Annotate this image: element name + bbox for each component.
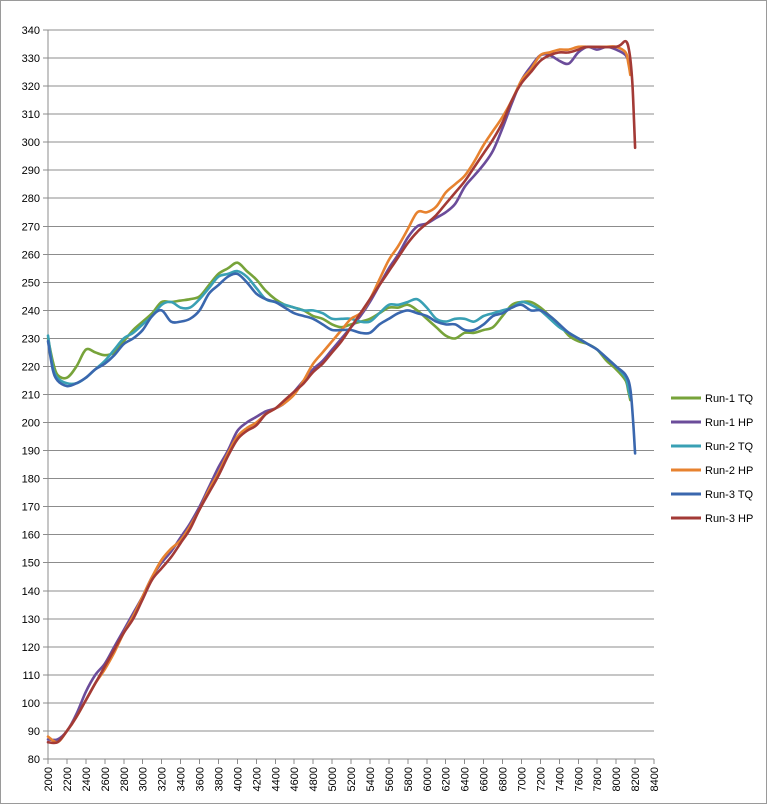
legend-label: Run-2 HP xyxy=(705,465,753,477)
legend-label: Run-3 HP xyxy=(705,513,753,525)
x-tick-labels: 2000 2200 2400 2600 2800 3000 3200 3400 3600 3800… xyxy=(43,767,661,791)
x-tick-label: 2200 xyxy=(62,767,74,791)
y-tick-label: 190 xyxy=(22,446,40,458)
legend-label: Run-1 TQ xyxy=(705,393,754,405)
y-tick-label: 80 xyxy=(28,754,40,766)
y-tick-label: 340 xyxy=(22,25,40,37)
x-tick-label: 7800 xyxy=(592,767,604,791)
legend-label: Run-2 TQ xyxy=(705,441,754,453)
series-line-run-1-tq xyxy=(46,261,632,402)
x-tick-label: 4800 xyxy=(308,767,320,791)
y-tick-label: 200 xyxy=(22,418,40,430)
y-tick-label: 130 xyxy=(22,614,40,626)
x-tick-label: 5000 xyxy=(327,767,339,791)
x-tick-label: 5400 xyxy=(365,767,377,791)
y-tick-label: 90 xyxy=(28,726,40,738)
x-tick-label: 2800 xyxy=(119,767,131,791)
y-tick-label: 100 xyxy=(22,698,40,710)
x-tick-label: 8200 xyxy=(630,767,642,791)
gridlines xyxy=(48,29,654,760)
x-tick-label: 4000 xyxy=(232,767,244,791)
y-tick-label: 250 xyxy=(22,277,40,289)
series-line-run-1-hp xyxy=(46,45,632,742)
legend-label: Run-3 TQ xyxy=(705,489,754,501)
x-tick-label: 4400 xyxy=(270,767,282,791)
legend-item-run-3-hp: Run-3 HP xyxy=(671,513,753,525)
x-tick-label: 6200 xyxy=(441,767,453,791)
y-tick-label: 310 xyxy=(22,109,40,121)
y-tick-labels: 80 90 100 110 120 130 140 150 160 170 180 190 200 210… xyxy=(22,25,40,766)
y-tick-label: 140 xyxy=(22,586,40,598)
x-tick-label: 2000 xyxy=(43,767,55,791)
x-tick-label: 4600 xyxy=(289,767,301,791)
y-tick-label: 320 xyxy=(22,81,40,93)
series-line-run-3-tq xyxy=(46,272,637,455)
y-tick-label: 260 xyxy=(22,249,40,261)
legend-item-run-2-hp: Run-2 HP xyxy=(671,465,753,477)
y-tick-label: 290 xyxy=(22,165,40,177)
x-tick-label: 5600 xyxy=(384,767,396,791)
y-tick-label: 180 xyxy=(22,474,40,486)
legend-item-run-1-tq: Run-1 TQ xyxy=(671,393,754,405)
x-tick-label: 3200 xyxy=(157,767,169,791)
legend-item-run-2-tq: Run-2 TQ xyxy=(671,441,754,453)
y-tick-label: 270 xyxy=(22,221,40,233)
x-tick-label: 3800 xyxy=(213,767,225,791)
y-tick-label: 170 xyxy=(22,502,40,514)
x-tick-label: 6400 xyxy=(460,767,472,791)
x-tick-label: 2600 xyxy=(100,767,112,791)
series-lines xyxy=(46,39,637,745)
x-tick-label: 8000 xyxy=(611,767,623,791)
x-tick-label: 5200 xyxy=(346,767,358,791)
legend-item-run-1-hp: Run-1 HP xyxy=(671,417,753,429)
y-tick-label: 220 xyxy=(22,361,40,373)
y-tick-label: 240 xyxy=(22,305,40,317)
y-tick-label: 330 xyxy=(22,53,40,65)
x-tick-label: 7200 xyxy=(535,767,547,791)
legend-item-run-3-tq: Run-3 TQ xyxy=(671,489,754,501)
x-tick-label: 4200 xyxy=(251,767,263,791)
y-tick-label: 150 xyxy=(22,558,40,570)
x-tick-label: 3400 xyxy=(176,767,188,791)
legend: Run-1 TQ Run-1 HP Run-2 TQ Run-2 HP Run-3 TQ… xyxy=(671,393,754,525)
legend-label: Run-1 HP xyxy=(705,417,753,429)
x-tick-label: 2400 xyxy=(81,767,93,791)
x-tick-label: 8400 xyxy=(649,767,661,791)
axes xyxy=(43,29,655,764)
x-tick-label: 7400 xyxy=(554,767,566,791)
y-tick-label: 160 xyxy=(22,530,40,542)
x-tick-label: 6600 xyxy=(479,767,491,791)
y-tick-label: 280 xyxy=(22,193,40,205)
x-tick-label: 7600 xyxy=(573,767,585,791)
x-tick-label: 3600 xyxy=(195,767,207,791)
y-tick-label: 120 xyxy=(22,642,40,654)
y-tick-label: 210 xyxy=(22,390,40,402)
x-tick-label: 7000 xyxy=(516,767,528,791)
y-tick-label: 110 xyxy=(22,670,40,682)
y-tick-label: 300 xyxy=(22,137,40,149)
x-tick-label: 5800 xyxy=(403,767,415,791)
x-tick-label: 6800 xyxy=(498,767,510,791)
x-tick-label: 6000 xyxy=(422,767,434,791)
series-line-run-3-hp xyxy=(46,39,637,745)
y-tick-label: 230 xyxy=(22,333,40,345)
x-tick-label: 3000 xyxy=(138,767,150,791)
